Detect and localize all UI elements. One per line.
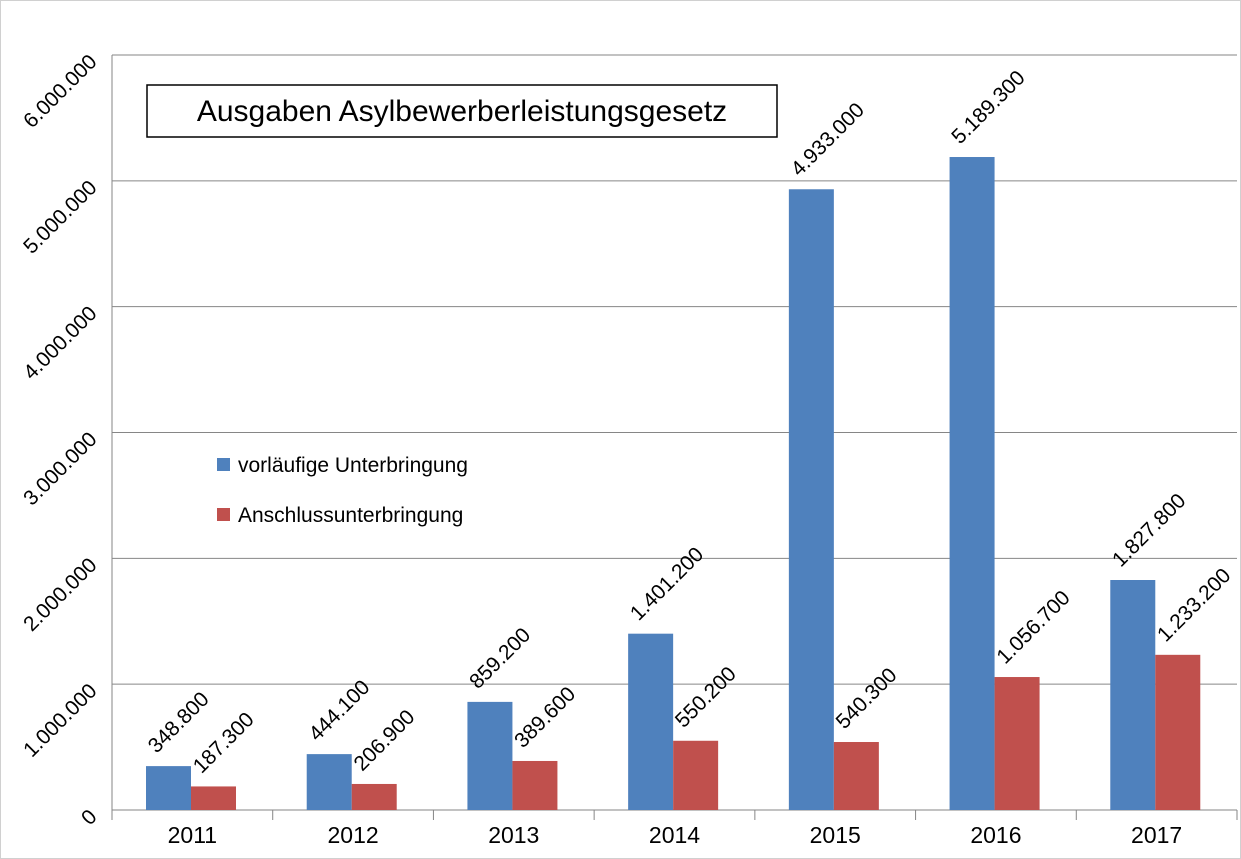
x-tick-label: 2016 [970,822,1021,848]
legend-swatch [217,458,230,471]
bar [628,633,674,810]
x-tick-label: 2012 [327,822,378,848]
bar [673,740,719,810]
bar [191,786,236,810]
bar [512,760,558,810]
legend-label: Anschlussunterbringung [238,504,463,527]
chart-title: Ausgaben Asylbewerberleistungsgesetz [197,95,727,128]
x-tick-label: 2011 [168,822,217,848]
bar [467,701,513,810]
x-tick-label: 2013 [488,822,539,848]
legend-label: vorläufige Unterbringung [238,454,468,477]
x-tick-label: 2017 [1131,822,1182,848]
bar [833,742,879,810]
bar [788,189,834,810]
x-tick-label: 2015 [810,822,861,848]
title-box [146,84,778,138]
legend-swatch [217,508,230,521]
x-tick-label: 2014 [649,822,700,848]
bar [1110,580,1156,810]
bar [994,677,1040,810]
bar [949,157,995,811]
bar [1155,654,1201,810]
bar [351,783,397,810]
bar [146,766,191,810]
bar [306,754,352,810]
